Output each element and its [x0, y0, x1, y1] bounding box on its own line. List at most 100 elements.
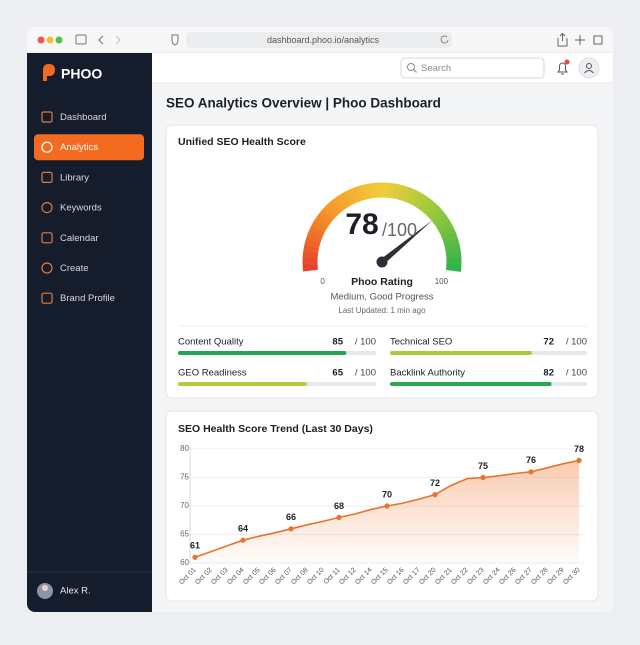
point [240, 538, 245, 543]
data-label: 68 [334, 501, 344, 511]
data-label: 76 [526, 455, 536, 465]
y-tick-label: 80 [180, 444, 189, 453]
nav-item[interactable]: Keywords [60, 203, 102, 214]
gauge-arc [311, 246, 312, 252]
point [384, 503, 389, 508]
gauge-arc [422, 202, 427, 206]
gauge-status: Medium, Good Progress [331, 292, 434, 303]
gauge-tick-label: 100 [435, 277, 449, 286]
gauge-arc [328, 210, 332, 215]
gauge-arc [324, 214, 328, 219]
gauge-arc [451, 241, 453, 247]
metric-name: Backlink Authority [390, 368, 465, 379]
gauge-arc [412, 196, 418, 199]
data-label: 78 [574, 444, 584, 454]
metric-bar [390, 351, 532, 355]
metric-max: / 100 [566, 368, 587, 379]
metric-value: 85 [332, 337, 343, 348]
card-title: Unified SEO Health Score [178, 136, 306, 148]
data-label: 64 [238, 524, 248, 534]
chart-title: SEO Health Score Trend (Last 30 Days) [178, 423, 373, 435]
gauge-updated: Last Updated: 1 min ago [338, 306, 426, 315]
y-tick-label: 75 [180, 473, 189, 482]
point [480, 475, 485, 480]
gauge-arc [315, 229, 318, 235]
data-label: 70 [382, 489, 392, 499]
gauge-arc [443, 224, 446, 230]
nav-item[interactable]: Library [60, 172, 89, 183]
gauge-arc [370, 190, 376, 191]
gauge-tick-label: 0 [320, 277, 325, 286]
search-placeholder: Search [421, 63, 451, 74]
nav-item[interactable]: Create [60, 263, 89, 274]
gauge-arc [452, 246, 453, 252]
user-name[interactable]: Alex R. [60, 586, 91, 597]
browser-window: dashboard.phoo.io/analytics PHOO Dashboa… [27, 27, 613, 612]
data-label: 66 [286, 512, 296, 522]
gauge-arc [358, 192, 364, 194]
gauge-arc [446, 229, 449, 235]
y-tick-label: 60 [180, 558, 189, 567]
gauge-arc [364, 191, 370, 192]
metric-name: Technical SEO [390, 337, 452, 348]
url: dashboard.phoo.io/analytics [267, 35, 380, 45]
nav-item[interactable]: Brand Profile [60, 293, 115, 304]
nav-item[interactable]: Analytics [60, 142, 98, 153]
metric-value: 65 [332, 368, 343, 379]
gauge-arc [388, 190, 394, 191]
metric-bar [390, 382, 552, 386]
gauge-arc [453, 265, 454, 271]
metric-value: 72 [543, 337, 554, 348]
gauge-arc [321, 219, 325, 224]
zoom-button[interactable] [56, 37, 63, 44]
metric-name: GEO Readiness [178, 368, 247, 379]
gauge-arc [342, 199, 347, 202]
gauge-score: 78 [345, 208, 378, 241]
gauge-arc [432, 210, 436, 215]
gauge-arc [352, 194, 358, 196]
y-tick-label: 70 [180, 501, 189, 510]
metric-bar [178, 382, 307, 386]
gauge-arc [453, 252, 454, 258]
close-button[interactable] [38, 37, 45, 44]
gauge-arc [347, 196, 353, 199]
gauge-arc [440, 219, 444, 224]
minimize-button[interactable] [47, 37, 54, 44]
gauge-arc [394, 191, 400, 192]
gauge-pivot [377, 257, 388, 268]
nav-item[interactable]: Dashboard [60, 112, 106, 123]
point [528, 469, 533, 474]
metric-max: / 100 [355, 368, 376, 379]
brand-name: PHOO [61, 66, 102, 82]
gauge-arc [427, 206, 432, 210]
point [432, 492, 437, 497]
data-label: 61 [190, 541, 200, 551]
gauge-arc [318, 224, 321, 230]
metric-bar [178, 351, 346, 355]
gauge-arc [436, 214, 440, 219]
gauge-arc [337, 202, 342, 206]
gauge-arc [449, 235, 451, 241]
page-title: SEO Analytics Overview | Phoo Dashboard [166, 96, 441, 111]
gauge-arc [332, 206, 337, 210]
nav-item[interactable]: Calendar [60, 233, 99, 244]
gauge-arc [400, 192, 406, 194]
point [336, 515, 341, 520]
gauge-arc [417, 199, 422, 202]
metric-name: Content Quality [178, 337, 244, 348]
data-label: 72 [430, 478, 440, 488]
point [288, 526, 293, 531]
gauge-arc [312, 240, 314, 246]
gauge-arc [406, 194, 412, 196]
y-tick-label: 65 [180, 530, 189, 539]
metric-max: / 100 [566, 337, 587, 348]
point [192, 555, 197, 560]
metric-value: 82 [543, 368, 554, 379]
gauge-suffix: /100 [382, 220, 417, 240]
gauge-rating-label: Phoo Rating [351, 276, 413, 288]
gauge-arc [313, 235, 315, 241]
point [576, 458, 581, 463]
data-label: 75 [478, 461, 488, 471]
